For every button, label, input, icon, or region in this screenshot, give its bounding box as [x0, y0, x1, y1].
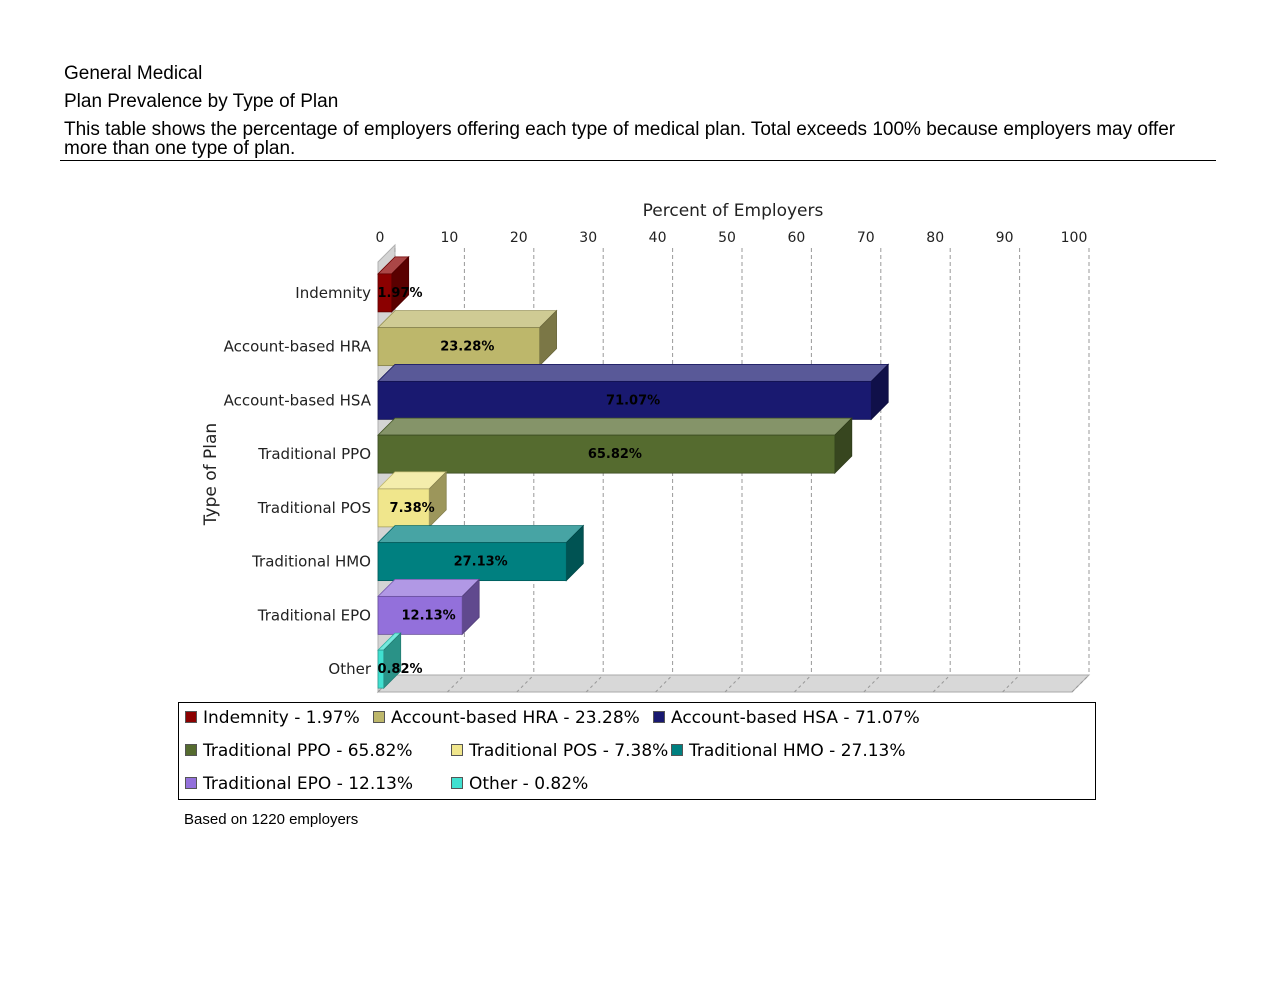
x-tick-label: 50	[718, 230, 736, 246]
y-tick-label: Traditional PPO	[257, 445, 371, 463]
bar-top	[377, 363, 890, 382]
bar-top	[377, 417, 853, 436]
legend-label: Traditional POS - 7.38%	[469, 741, 669, 761]
legend-label: Account-based HSA - 71.07%	[671, 708, 920, 728]
floor-gridline	[585, 674, 604, 693]
y-tick-label: Traditional POS	[257, 499, 371, 517]
legend-swatch	[185, 744, 197, 756]
legend-swatch	[671, 744, 683, 756]
header-divider	[60, 160, 1216, 161]
legend-item: Traditional PPO - 65.82%	[185, 741, 413, 761]
bar	[377, 595, 463, 635]
legend-item: Traditional POS - 7.38%	[451, 741, 668, 761]
legend-label: Account-based HRA - 23.28%	[391, 708, 640, 728]
floor-gridline	[932, 674, 951, 693]
x-tick-label: 80	[926, 230, 944, 246]
data-label: 71.07%	[606, 393, 660, 408]
data-label: 12.13%	[402, 608, 456, 623]
floor-gridline	[1002, 674, 1020, 693]
section-title: General Medical	[64, 63, 203, 84]
x-tick-label: 20	[510, 230, 528, 246]
legend-item: Account-based HRA - 23.28%	[373, 708, 640, 728]
x-tick-label: 90	[996, 230, 1014, 246]
legend-item: Traditional HMO - 27.13%	[671, 741, 906, 761]
legend-swatch	[451, 744, 463, 756]
x-tick-label: 10	[440, 230, 458, 246]
footnote: Based on 1220 employers	[184, 811, 359, 828]
legend-label: Traditional PPO - 65.82%	[203, 741, 413, 761]
bar-top	[377, 525, 585, 544]
floor-gridline	[1071, 674, 1090, 693]
floor-gridline	[794, 674, 812, 693]
chart-legend: Indemnity - 1.97% Account-based HRA - 23.…	[178, 702, 1096, 800]
chart-title: Plan Prevalence by Type of Plan	[64, 91, 339, 112]
legend-swatch	[373, 711, 385, 723]
bar	[377, 542, 567, 582]
legend-label: Other - 0.82%	[469, 774, 589, 794]
legend-item: Account-based HSA - 71.07%	[653, 708, 920, 728]
x-tick-label: 100	[1061, 230, 1088, 246]
data-label: 7.38%	[390, 501, 435, 516]
legend-label: Indemnity - 1.97%	[203, 708, 360, 728]
legend-swatch	[185, 711, 197, 723]
data-label: 65.82%	[588, 447, 642, 462]
y-tick-label: Other	[328, 660, 371, 678]
x-tick-label: 60	[787, 230, 805, 246]
legend-swatch	[451, 777, 463, 789]
x-tick-label: 30	[579, 230, 597, 246]
floor-gridline	[655, 674, 673, 693]
y-tick-label: Traditional EPO	[257, 606, 371, 624]
bar	[377, 273, 393, 313]
y-tick-label: Traditional HMO	[251, 553, 371, 571]
x-tick-label: 40	[649, 230, 667, 246]
y-tick-label: Account-based HSA	[224, 391, 372, 409]
bar	[377, 649, 385, 689]
data-label: 27.13%	[454, 555, 508, 570]
bar	[377, 380, 872, 420]
legend-label: Traditional HMO - 27.13%	[689, 741, 906, 761]
data-label: 1.97%	[377, 286, 422, 301]
floor-gridline	[516, 674, 535, 693]
legend-item: Other - 0.82%	[451, 774, 588, 794]
bar	[377, 434, 836, 474]
bar-top	[377, 578, 481, 597]
y-tick-label: Account-based HRA	[224, 338, 372, 356]
floor-gridline	[447, 674, 465, 693]
bar-top	[377, 310, 558, 329]
bar-chart: Percent of Employers Type of Plan 0 10 20 3…	[201, 201, 1091, 694]
chart-description: This table shows the percentage of emplo…	[64, 119, 1176, 159]
bar	[377, 327, 540, 367]
data-label: 0.82%	[377, 662, 422, 677]
data-label: 23.28%	[440, 340, 494, 355]
x-tick-label: 70	[857, 230, 875, 246]
legend-swatch	[653, 711, 665, 723]
floor-gridline	[724, 674, 743, 693]
y-tick-label: Indemnity	[295, 284, 371, 302]
legend-item: Indemnity - 1.97%	[185, 708, 360, 728]
legend-swatch	[185, 777, 197, 789]
floor-gridline	[863, 674, 882, 693]
y-axis-label: Type of Plan	[201, 423, 221, 526]
legend-label: Traditional EPO - 12.13%	[203, 774, 414, 794]
bar	[377, 488, 430, 528]
x-tick-label: 0	[376, 230, 385, 246]
legend-item: Traditional EPO - 12.13%	[185, 774, 413, 794]
x-axis-label: Percent of Employers	[643, 201, 824, 221]
